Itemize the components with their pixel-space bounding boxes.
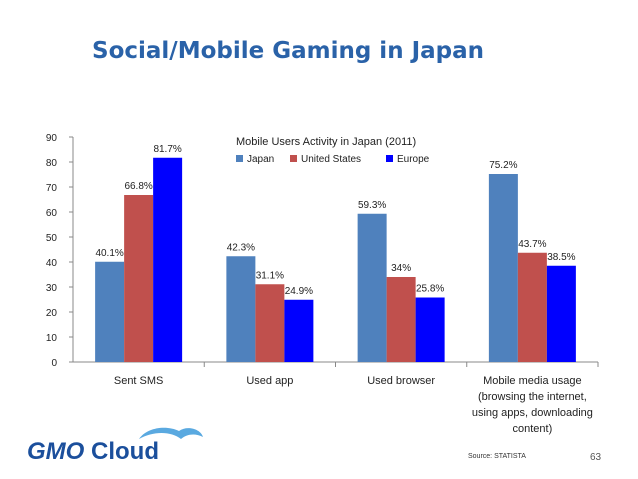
x-tick-label: using apps, downloading <box>472 407 593 419</box>
logo-cloud-text: Cloud <box>91 438 159 465</box>
y-tick-label: 0 <box>51 358 57 369</box>
slide-title: Social/Mobile Gaming in Japan <box>92 38 485 64</box>
legend-label: Europe <box>397 154 430 165</box>
y-tick-label: 80 <box>46 158 58 169</box>
x-tick-label: Used browser <box>367 375 435 387</box>
bar <box>95 261 125 362</box>
x-tick-label: Mobile media usage <box>483 375 581 387</box>
data-label: 24.9% <box>285 286 313 297</box>
y-tick-label: 10 <box>46 333 58 344</box>
bar <box>255 284 285 362</box>
bar <box>517 252 547 362</box>
data-label: 34% <box>391 263 411 274</box>
data-label: 81.7% <box>153 144 181 155</box>
legend-swatch <box>290 155 297 162</box>
y-tick-label: 70 <box>46 183 58 194</box>
legend-label: United States <box>301 154 361 165</box>
data-label: 40.1% <box>95 248 123 259</box>
bar <box>546 265 576 362</box>
bar <box>226 256 256 362</box>
data-label: 42.3% <box>227 242 255 253</box>
x-tick-label: Sent SMS <box>114 375 164 387</box>
gmo-cloud-logo: GMO Cloud <box>27 427 203 465</box>
y-tick-label: 50 <box>46 233 58 244</box>
x-tick-label: content) <box>513 423 553 435</box>
y-tick-label: 40 <box>46 258 58 269</box>
data-label: 59.3% <box>358 200 386 211</box>
page-number: 63 <box>590 452 602 463</box>
data-label: 43.7% <box>518 239 546 250</box>
bar <box>153 157 183 362</box>
bar <box>357 213 387 362</box>
data-label: 38.5% <box>547 252 575 263</box>
legend-swatch <box>236 155 243 162</box>
data-label: 75.2% <box>489 160 517 171</box>
cloud-swoosh-icon <box>139 427 203 439</box>
legend-swatch <box>386 155 393 162</box>
y-tick-label: 30 <box>46 283 58 294</box>
y-tick-label: 60 <box>46 208 58 219</box>
data-label: 31.1% <box>256 270 284 281</box>
logo-gmo-text: GMO <box>27 438 85 465</box>
y-tick-label: 20 <box>46 308 58 319</box>
bar <box>124 195 154 362</box>
bar <box>284 299 314 362</box>
x-tick-label: (browsing the internet, <box>478 391 587 403</box>
x-tick-label: Used app <box>246 375 293 387</box>
bar <box>488 174 518 362</box>
legend-label: Japan <box>247 154 274 165</box>
source-note: Source: STATISTA <box>468 453 526 460</box>
chart-title: Mobile Users Activity in Japan (2011) <box>236 136 416 148</box>
y-tick-label: 90 <box>46 133 58 144</box>
bar <box>386 277 416 362</box>
bar <box>415 297 445 362</box>
data-label: 25.8% <box>416 284 444 295</box>
data-label: 66.8% <box>124 181 152 192</box>
